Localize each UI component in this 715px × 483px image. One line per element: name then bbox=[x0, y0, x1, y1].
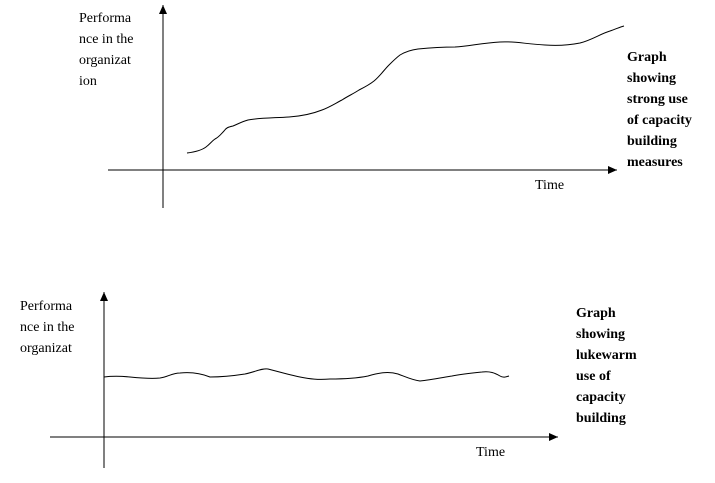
performance-curve bbox=[103, 368, 510, 382]
graph-strong-capacity-building: Performa nce in the organizat ion Time G… bbox=[0, 0, 715, 240]
graph-caption: Graph showing lukewarm use of capacity b… bbox=[576, 306, 637, 425]
y-axis-label: Performa nce in the organizat bbox=[20, 299, 75, 356]
graph-axes bbox=[50, 292, 558, 468]
x-axis-label: Time bbox=[535, 178, 565, 193]
x-axis-label: Time bbox=[476, 445, 506, 460]
graph-axes bbox=[108, 5, 625, 208]
graph-caption: Graph showing strong use of capacity bui… bbox=[627, 50, 692, 167]
y-axis-label: Performa nce in the organizat ion bbox=[79, 11, 134, 89]
graph-lukewarm-capacity-building: Performa nce in the organizat Time Graph… bbox=[0, 240, 715, 483]
performance-curve bbox=[186, 25, 625, 154]
